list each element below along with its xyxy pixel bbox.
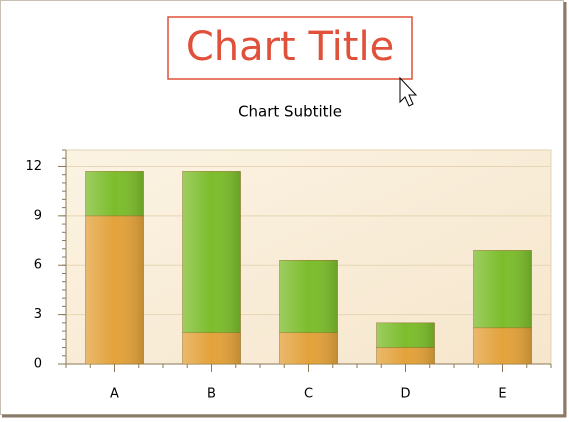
chart-title[interactable]: Chart Title [186, 24, 394, 70]
bar-shade [85, 215, 144, 364]
x-tick-label: A [110, 387, 119, 402]
bar-shade [473, 250, 532, 328]
x-tick-label: C [304, 387, 313, 402]
bar-shade [85, 171, 144, 216]
y-tick-label: 0 [34, 357, 42, 372]
y-tick-label: 6 [34, 258, 42, 273]
y-tick-label: 9 [34, 208, 42, 223]
bar-shade [279, 332, 338, 364]
bar-shade [473, 327, 532, 364]
x-tick-label: E [498, 387, 506, 402]
bar-shade [279, 260, 338, 333]
y-tick-label: 12 [25, 159, 42, 174]
bar-shade [182, 332, 241, 364]
x-tick-label: D [400, 387, 410, 402]
x-tick-label: B [207, 387, 216, 402]
bar-shade [376, 347, 435, 364]
title-selection[interactable] [167, 16, 413, 80]
chart-subtitle: Chart Subtitle [238, 103, 342, 121]
bar-shade [182, 171, 241, 333]
y-tick-label: 3 [34, 307, 42, 322]
cursor [399, 76, 418, 107]
bar-shade [376, 322, 435, 348]
